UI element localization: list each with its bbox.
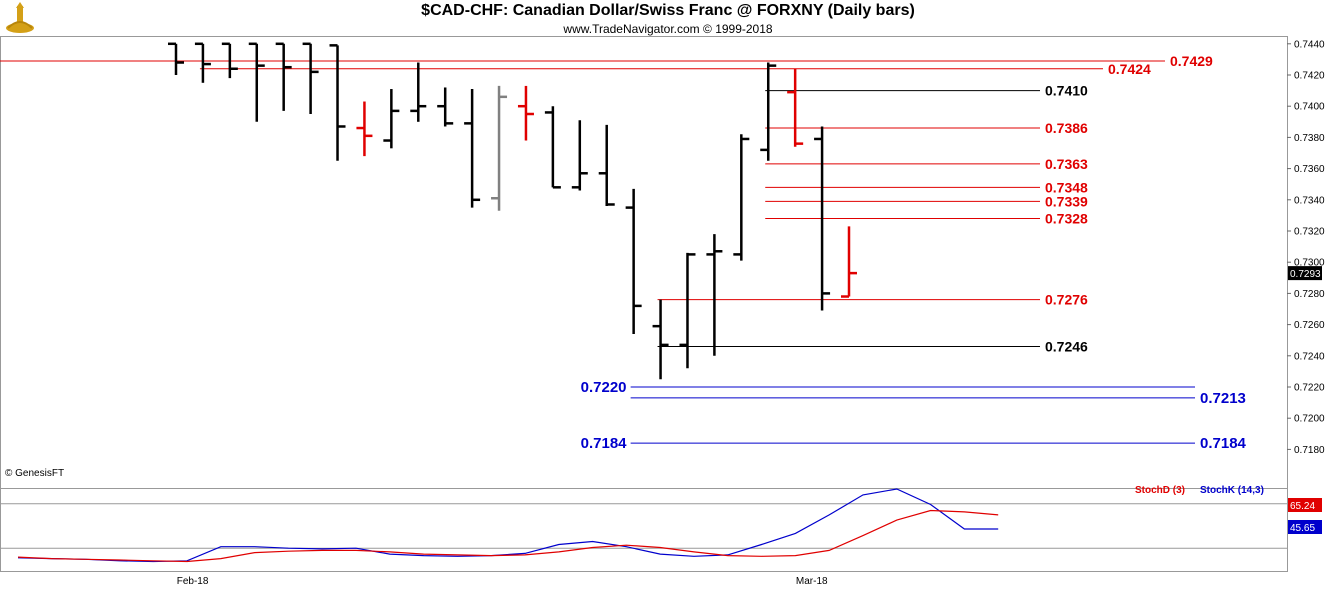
ohlc-bar	[491, 85, 508, 211]
level-label-0.7184: 0.7184	[1200, 435, 1247, 452]
ohlc-bar	[248, 42, 265, 122]
plot-frame	[0, 36, 1288, 572]
y-tick-label: 0.7360	[1294, 164, 1325, 175]
level-label-0.7276: 0.7276	[1045, 292, 1088, 308]
y-tick-label: 0.7340	[1294, 195, 1325, 206]
ohlc-bar	[679, 252, 696, 369]
level-label-0.7386: 0.7386	[1045, 120, 1088, 136]
ohlc-bar	[194, 42, 211, 83]
ohlc-bar	[760, 62, 777, 161]
stochk-line	[17, 488, 999, 563]
ohlc-bar	[625, 188, 642, 334]
y-tick-label: 0.7220	[1294, 383, 1325, 394]
ohlc-bar	[275, 42, 292, 111]
ohlc-bar	[410, 62, 427, 122]
chart-subtitle: www.TradeNavigator.com © 1999-2018	[563, 22, 773, 36]
last-price-label: 0.7293	[1290, 269, 1321, 280]
stochd-value-marker	[1288, 498, 1322, 512]
ohlc-bar	[652, 299, 669, 380]
x-tick-label-Feb-18: Feb-18	[177, 576, 209, 587]
ohlc-bar	[302, 42, 319, 114]
level-label-0.7424: 0.7424	[1108, 61, 1151, 77]
level-label-0.7213: 0.7213	[1200, 390, 1246, 407]
y-tick-label: 0.7320	[1294, 227, 1325, 238]
y-tick-label: 0.7240	[1294, 351, 1325, 362]
y-tick-label: 0.7380	[1294, 133, 1325, 144]
ohlc-bar	[733, 134, 750, 261]
level-label-0.7363: 0.7363	[1045, 156, 1088, 172]
level-label-0.7410: 0.7410	[1045, 83, 1088, 99]
stochd-legend: StochD (3)	[1135, 485, 1185, 496]
ohlc-bar	[787, 68, 804, 147]
y-tick-label: 0.7420	[1294, 71, 1325, 82]
stochk-value-marker	[1288, 520, 1322, 534]
y-tick-label: 0.7260	[1294, 320, 1325, 331]
ohlc-bar	[437, 87, 454, 127]
y-tick-label: 0.7400	[1294, 102, 1325, 113]
chart-title: $CAD-CHF: Canadian Dollar/Swiss Franc @ …	[421, 2, 915, 19]
stochd-line	[17, 509, 999, 563]
ohlc-bar	[383, 89, 400, 149]
stochd-value: 65.24	[1290, 501, 1315, 512]
level-label-0.7348: 0.7348	[1045, 179, 1088, 195]
ohlc-bar	[221, 42, 238, 79]
ohlc-bar	[571, 120, 588, 191]
y-tick-label: 0.7280	[1294, 289, 1325, 300]
ohlc-bar	[329, 44, 346, 161]
level-label-left-0.7184: 0.7184	[581, 435, 628, 452]
ohlc-bar	[841, 226, 857, 298]
ohlc-bar	[598, 124, 615, 207]
y-tick-label: 0.7440	[1294, 39, 1325, 50]
stochk-value: 45.65	[1290, 523, 1315, 534]
y-tick-label: 0.7200	[1294, 414, 1325, 425]
level-label-0.7429: 0.7429	[1170, 53, 1213, 69]
last-price-marker	[1288, 266, 1322, 281]
data-credit: © GenesisFT	[5, 468, 65, 479]
ohlc-bar	[517, 85, 534, 141]
trade-navigator-logo-icon	[2, 2, 38, 36]
y-tick-label: 0.7180	[1294, 445, 1325, 456]
ohlc-bar	[168, 42, 184, 75]
stochk-legend: StochK (14,3)	[1200, 485, 1264, 496]
level-label-0.7328: 0.7328	[1045, 211, 1088, 227]
x-tick-label-Mar-18: Mar-18	[796, 576, 828, 587]
ohlc-bar	[544, 106, 561, 189]
ohlc-bar	[464, 89, 481, 208]
level-label-0.7339: 0.7339	[1045, 193, 1088, 209]
level-label-left-0.7220: 0.7220	[581, 379, 627, 396]
ohlc-bar	[706, 234, 723, 356]
ohlc-bar	[356, 101, 373, 157]
level-label-0.7246: 0.7246	[1045, 338, 1088, 354]
y-tick-label: 0.7300	[1294, 258, 1325, 269]
ohlc-bar	[814, 126, 831, 311]
